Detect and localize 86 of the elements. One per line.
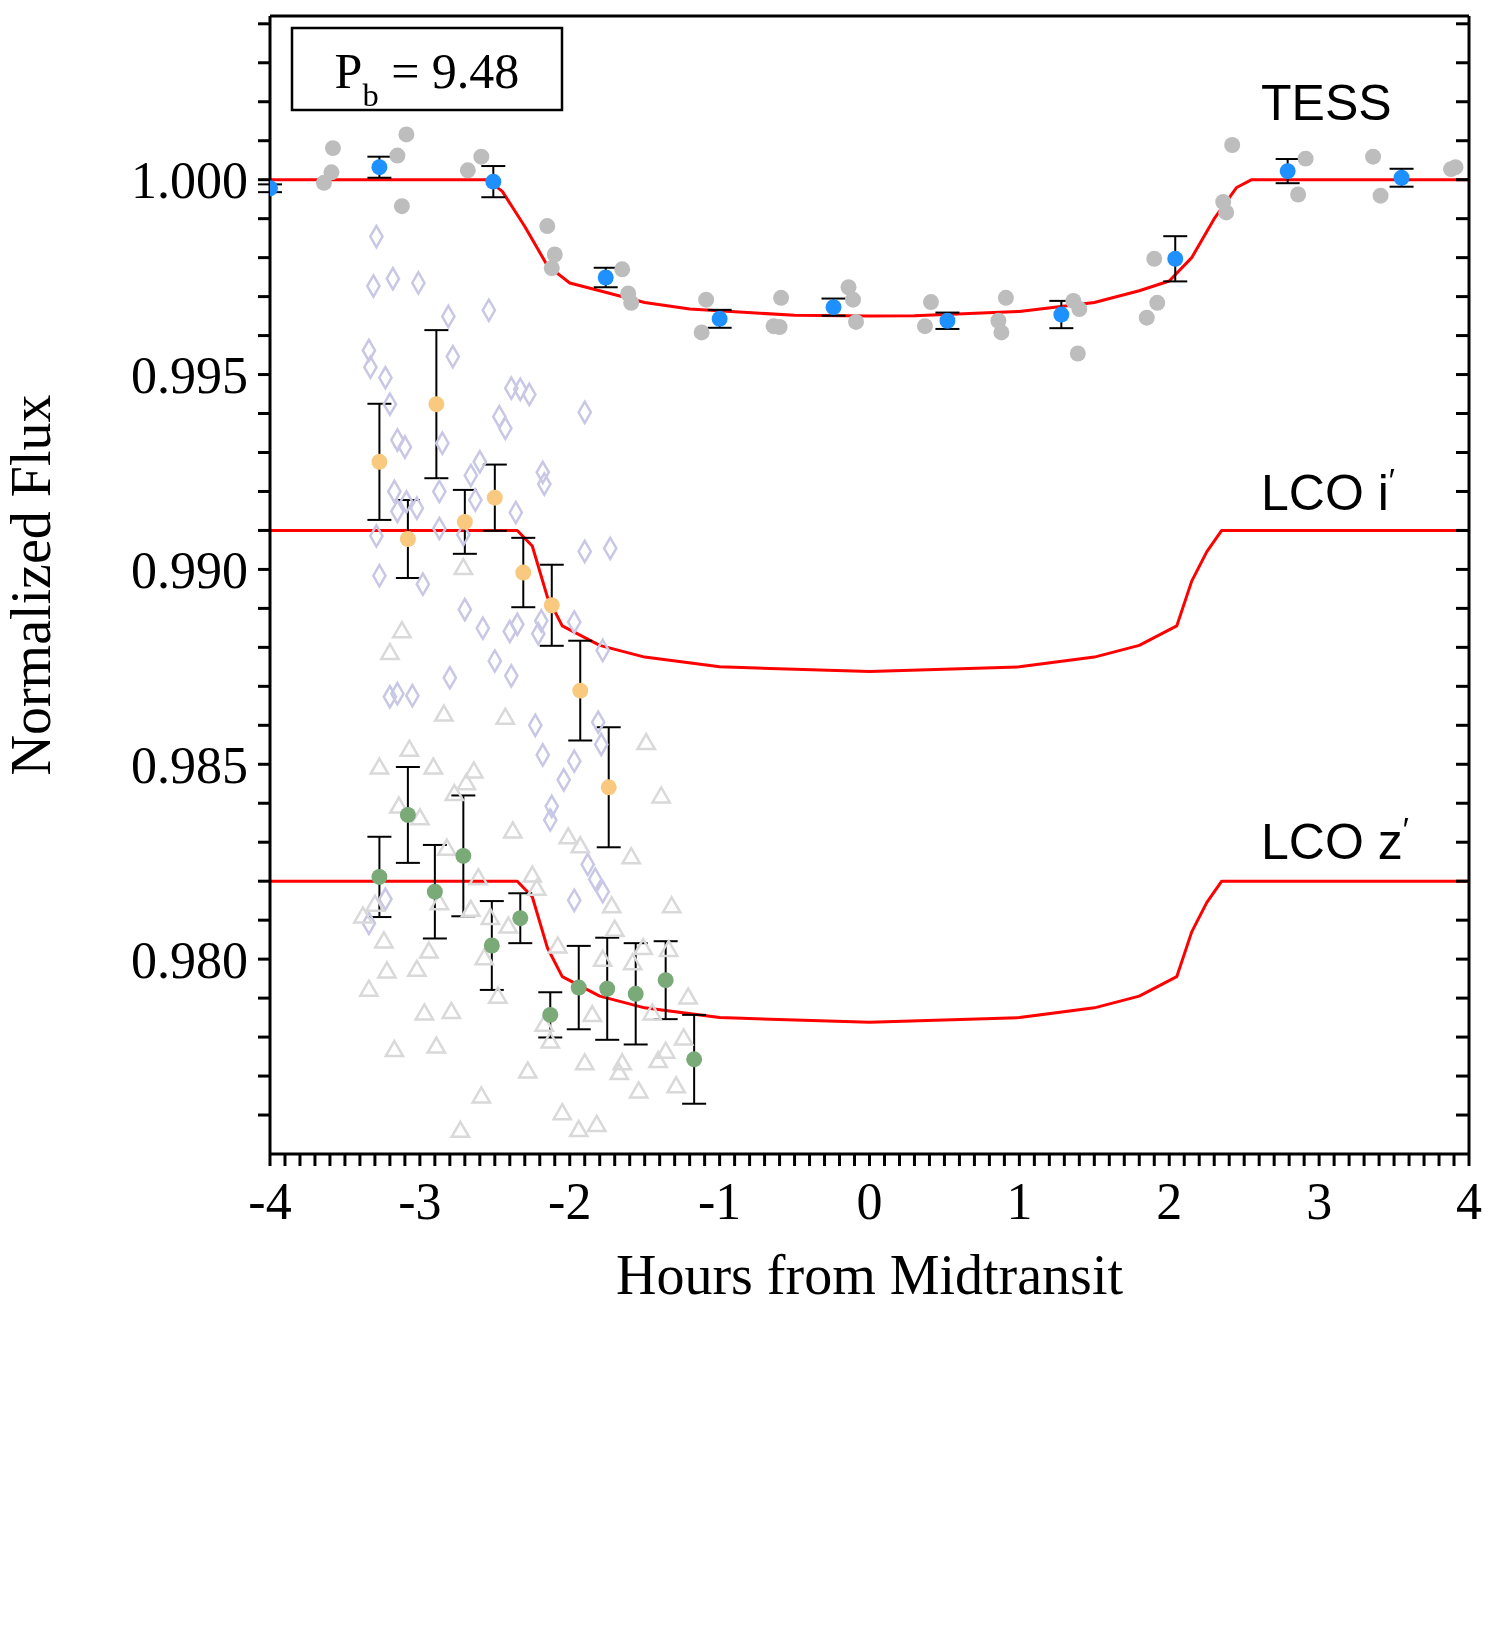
point: [614, 261, 631, 278]
point: [1167, 250, 1184, 267]
point: [389, 147, 406, 164]
point: [323, 164, 340, 181]
point: [1279, 163, 1296, 180]
point: [426, 883, 443, 900]
annotation: LCO z$^{′}$: [1261, 812, 1409, 870]
point: [1365, 148, 1382, 165]
point: [916, 318, 933, 335]
x-tick-label: -4: [248, 1172, 292, 1230]
point: [840, 279, 857, 296]
point: [371, 453, 388, 470]
x-tick-label: 4: [1456, 1172, 1482, 1230]
point: [399, 806, 416, 823]
annotation: TESS: [1261, 75, 1392, 131]
point: [485, 173, 502, 190]
point: [623, 294, 640, 311]
point: [698, 291, 715, 308]
point: [1053, 306, 1070, 323]
point: [599, 980, 616, 997]
y-tick-label: 0.980: [131, 931, 248, 989]
x-tick-label: -2: [548, 1172, 592, 1230]
point: [1372, 187, 1389, 204]
annotation: LCO i$^{′}$: [1261, 463, 1395, 521]
x-tick-label: 1: [1006, 1172, 1033, 1230]
point: [600, 779, 617, 796]
point: [543, 260, 560, 277]
point: [486, 489, 503, 506]
point: [371, 159, 388, 176]
point: [1071, 301, 1088, 318]
point: [845, 291, 861, 308]
point: [773, 289, 790, 306]
x-tick-label: -1: [697, 1172, 742, 1230]
point: [1138, 309, 1155, 326]
point: [512, 910, 529, 927]
point: [1146, 250, 1163, 267]
point: [922, 294, 939, 311]
point: [597, 269, 614, 286]
point: [483, 937, 500, 954]
annotation: P$_{b}$ = 9.48: [334, 43, 520, 113]
point: [627, 985, 644, 1002]
point: [1224, 137, 1241, 153]
point: [825, 299, 842, 316]
point: [515, 564, 532, 581]
x-axis-title: Hours from Midtransit: [615, 1244, 1124, 1306]
point: [1393, 169, 1410, 186]
point: [570, 979, 587, 996]
point: [1447, 159, 1464, 176]
point: [997, 289, 1014, 306]
y-axis-title: Normalized Flux: [0, 394, 62, 776]
point: [1297, 150, 1314, 167]
point: [546, 246, 563, 263]
x-tick-label: 2: [1156, 1172, 1183, 1230]
point: [456, 513, 473, 530]
y-tick-label: 0.985: [131, 736, 248, 794]
point: [1069, 345, 1086, 362]
x-tick-label: 0: [856, 1172, 883, 1230]
point: [539, 218, 556, 235]
point: [473, 148, 490, 165]
x-tick-label: -3: [398, 1172, 442, 1230]
point: [542, 1006, 559, 1023]
point: [1149, 294, 1166, 311]
point: [455, 847, 472, 864]
point: [459, 162, 476, 179]
point: [657, 972, 674, 989]
point: [686, 1051, 703, 1068]
point: [572, 682, 589, 699]
point: [693, 324, 710, 341]
y-tick-label: 0.995: [131, 347, 248, 405]
point: [324, 140, 341, 157]
point: [315, 174, 332, 191]
x-tick-label: 3: [1306, 1172, 1333, 1230]
point: [371, 868, 388, 885]
point: [939, 312, 956, 329]
point: [1290, 186, 1307, 203]
y-tick-label: 0.990: [131, 541, 248, 599]
point: [543, 597, 560, 614]
point: [393, 198, 410, 215]
point: [428, 396, 445, 413]
y-tick-label: 1.000: [131, 152, 248, 210]
point: [848, 313, 864, 330]
point: [399, 531, 416, 547]
point: [398, 126, 415, 143]
point: [1218, 204, 1235, 221]
point: [711, 310, 728, 327]
point: [993, 324, 1010, 341]
